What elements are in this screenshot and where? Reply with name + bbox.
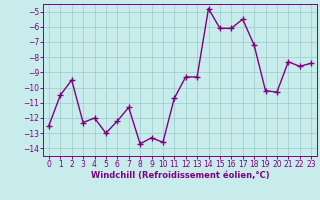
X-axis label: Windchill (Refroidissement éolien,°C): Windchill (Refroidissement éolien,°C) [91, 171, 269, 180]
